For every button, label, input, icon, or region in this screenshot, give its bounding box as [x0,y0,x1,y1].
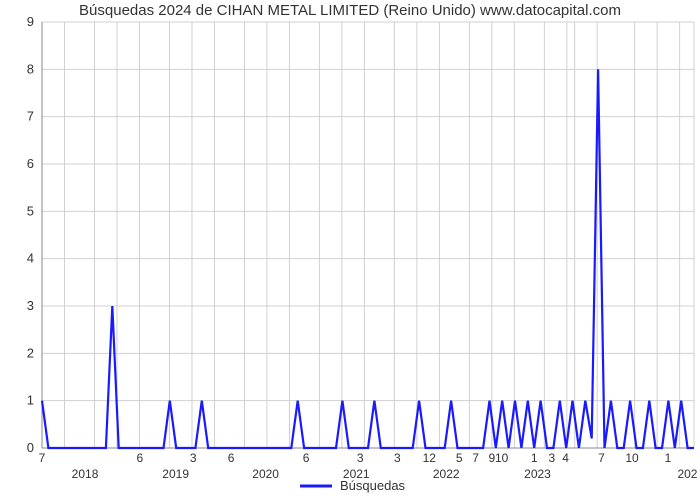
legend-label: Búsquedas [340,478,406,493]
y-tick-label: 7 [27,109,34,124]
x-peak-label: 3 [357,451,364,465]
y-tick-label: 9 [27,14,34,29]
x-peak-label: 7 [472,451,479,465]
x-peak-label: 6 [136,451,143,465]
x-peak-label: 3 [190,451,197,465]
x-peak-label: 3 [394,451,401,465]
y-tick-label: 2 [27,345,34,360]
chart-title: Búsquedas 2024 de CIHAN METAL LIMITED (R… [79,2,621,19]
chart-svg: Búsquedas 2024 de CIHAN METAL LIMITED (R… [0,0,700,500]
x-peak-label: 6 [303,451,310,465]
x-peak-label: 3 [549,451,556,465]
x-peak-label: 6 [228,451,235,465]
x-peak-label: 5 [456,451,463,465]
y-tick-label: 3 [27,298,34,313]
x-year-label: 2022 [433,467,460,481]
y-tick-label: 0 [27,440,34,455]
x-peak-label: 4 [562,451,569,465]
x-peak-label: 1 [665,451,672,465]
y-tick-label: 5 [27,203,34,218]
x-peak-label: 10 [625,451,639,465]
y-tick-label: 4 [27,251,34,266]
y-tick-label: 6 [27,156,34,171]
x-peak-label: 10 [495,451,509,465]
x-year-label: 202 [677,467,697,481]
line-chart: Búsquedas 2024 de CIHAN METAL LIMITED (R… [0,0,700,500]
x-year-label: 2018 [72,467,99,481]
y-tick-label: 8 [27,61,34,76]
x-peak-label: 7 [598,451,605,465]
x-peak-label: 1 [531,451,538,465]
x-year-label: 2019 [162,467,189,481]
x-year-label: 2020 [252,467,279,481]
x-peak-label: 12 [423,451,437,465]
x-year-label: 2023 [524,467,551,481]
x-peak-label: 7 [39,451,46,465]
y-tick-label: 1 [27,393,34,408]
